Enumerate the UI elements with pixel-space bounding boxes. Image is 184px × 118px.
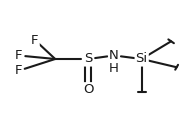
Text: F: F bbox=[31, 34, 39, 47]
Text: O: O bbox=[83, 83, 94, 96]
Text: F: F bbox=[15, 64, 22, 77]
Text: Si: Si bbox=[136, 53, 148, 65]
Text: F: F bbox=[15, 49, 22, 62]
Text: S: S bbox=[84, 53, 93, 65]
Text: N: N bbox=[109, 49, 119, 62]
Text: H: H bbox=[109, 62, 119, 75]
